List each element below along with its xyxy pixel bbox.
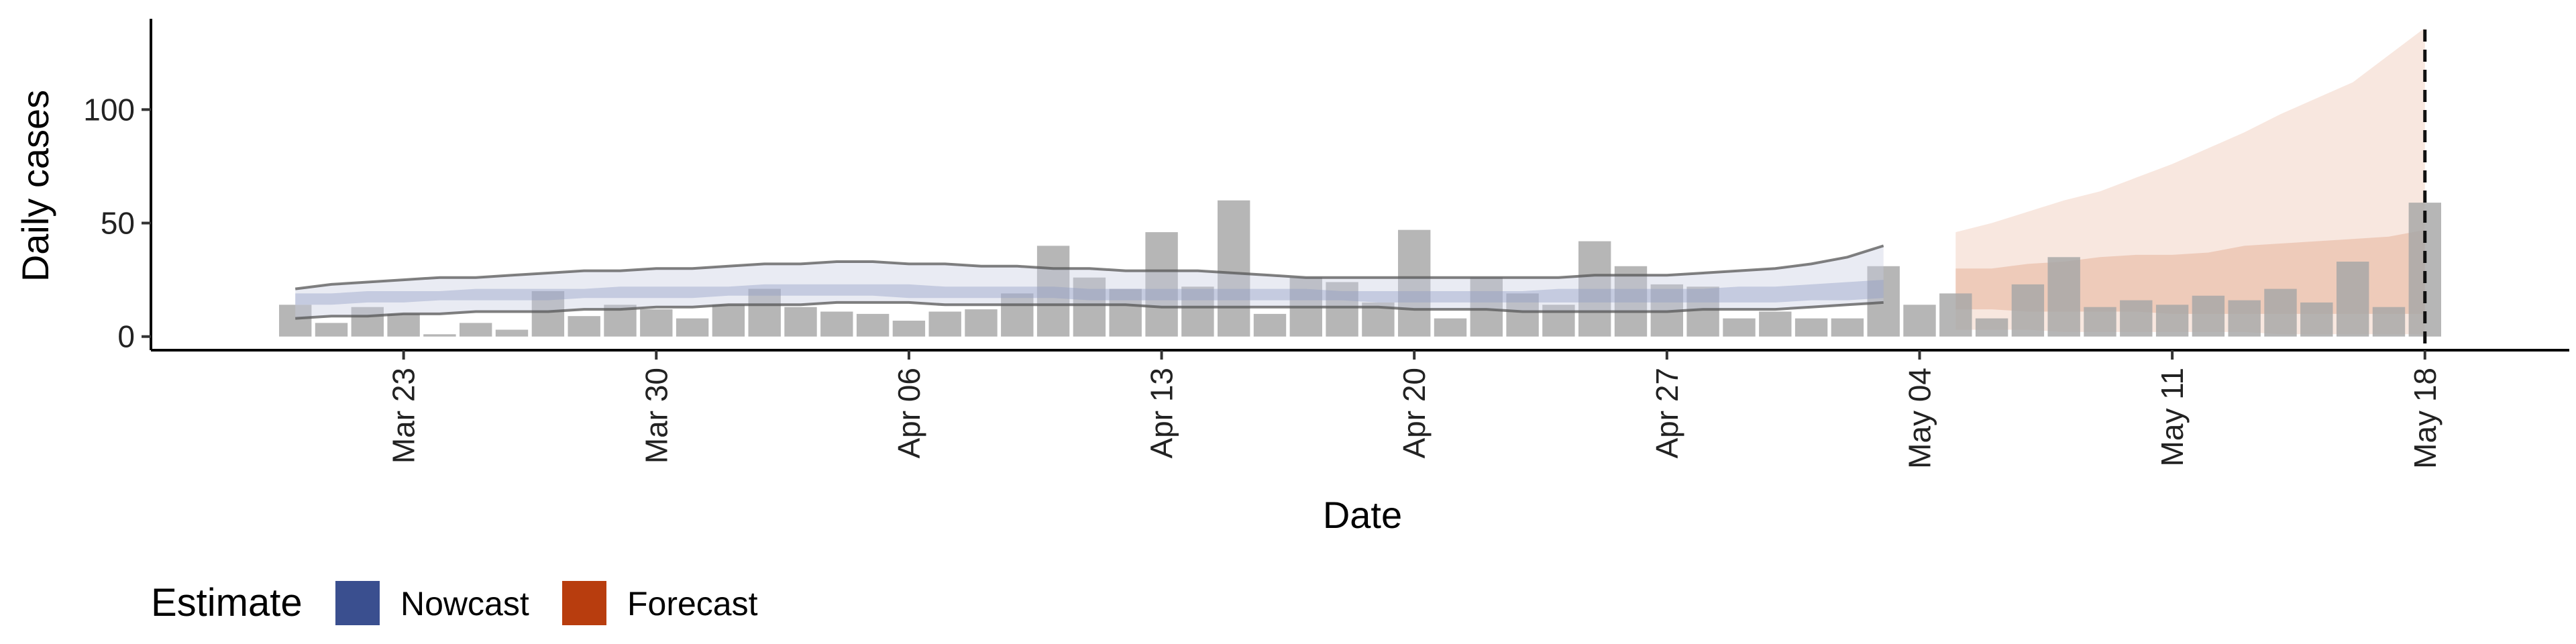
nowcast-lower-line: [295, 301, 1884, 320]
bar: [460, 323, 492, 337]
legend: Estimate Nowcast Forecast: [151, 581, 758, 625]
x-axis-title: Date: [1323, 494, 1402, 536]
x-tick-label: Apr 27: [1650, 368, 1684, 459]
bar: [1903, 305, 1936, 337]
bar: [1073, 277, 1106, 337]
bar: [1181, 286, 1214, 337]
bar: [1109, 288, 1142, 337]
bar: [712, 305, 745, 337]
bar: [1542, 305, 1575, 337]
bar: [640, 309, 673, 337]
bar: [1036, 246, 1070, 337]
legend-label-nowcast: Nowcast: [400, 585, 529, 623]
bar: [1723, 318, 1756, 337]
bar: [1578, 241, 1611, 337]
x-tick-label: Apr 13: [1144, 368, 1179, 459]
bar: [1326, 282, 1358, 337]
bar: [2047, 257, 2080, 337]
bar: [2264, 288, 2297, 337]
x-tick-label: Mar 30: [639, 368, 674, 464]
bar: [2228, 300, 2261, 337]
y-axis-title: Daily cases: [14, 90, 56, 282]
bar: [820, 311, 853, 337]
legend-title: Estimate: [151, 581, 303, 625]
bar: [928, 311, 961, 337]
bar: [748, 288, 781, 337]
legend-label-forecast: Forecast: [627, 585, 758, 623]
bar: [2372, 307, 2406, 337]
legend-swatch-nowcast: [335, 581, 380, 625]
bar: [1506, 293, 1539, 337]
bar: [279, 305, 312, 337]
bar: [1686, 286, 1719, 337]
bar: [351, 307, 384, 337]
x-tick-label: Apr 06: [892, 368, 926, 459]
bar: [1614, 266, 1648, 337]
bar: [1218, 200, 1250, 337]
bar: [1759, 311, 1792, 337]
bar: [2120, 300, 2153, 337]
bar: [495, 329, 529, 337]
bar: [1434, 318, 1467, 337]
nowcast-upper-line: [294, 244, 1884, 290]
bar: [2192, 295, 2225, 337]
bar: [1253, 313, 1287, 337]
bar: [1470, 277, 1503, 337]
bar: [892, 321, 926, 337]
bar: [676, 318, 709, 337]
y-tick-label: 50: [101, 206, 135, 241]
bar: [387, 313, 420, 337]
bar: [315, 323, 348, 337]
bar: [2300, 302, 2333, 337]
bar: [1831, 318, 1864, 337]
x-axis-ticks: Mar 23 Mar 30 Apr 06 Apr 13 Apr 20 Apr 27 May …: [386, 350, 2443, 469]
axes: [150, 19, 2569, 352]
bar: [2337, 262, 2369, 337]
bar: [1145, 232, 1178, 337]
bar: [1794, 318, 1828, 337]
bar: [965, 309, 998, 337]
bar: [423, 334, 456, 337]
x-tick-label: Apr 20: [1397, 368, 1432, 459]
bar: [784, 307, 817, 337]
nowcast-inner-band: [295, 280, 1884, 305]
bar: [2155, 305, 2189, 337]
y-tick-label: 100: [83, 92, 135, 127]
bar: [568, 316, 600, 337]
y-axis-ticks: 0 50 100: [83, 92, 151, 354]
x-tick-label: May 11: [2155, 368, 2190, 466]
nowcast-outer-band: [295, 246, 1884, 319]
bar: [531, 291, 565, 337]
x-tick-label: Mar 23: [386, 368, 421, 464]
x-tick-label: May 18: [2408, 368, 2443, 469]
bar: [2084, 307, 2116, 337]
bar: [1398, 229, 1431, 337]
nowcast-bands: [295, 246, 1884, 319]
nowcast-outer-lines: [294, 244, 1884, 320]
y-tick-label: 0: [117, 319, 135, 354]
bar: [1975, 318, 2008, 337]
bar: [2011, 284, 2045, 337]
x-tick-label: May 04: [1902, 368, 1937, 469]
bar: [1001, 293, 1034, 337]
bar: [1939, 293, 1972, 337]
legend-swatch-forecast: [562, 581, 606, 625]
bar: [1867, 266, 1900, 337]
bar: [856, 313, 890, 337]
